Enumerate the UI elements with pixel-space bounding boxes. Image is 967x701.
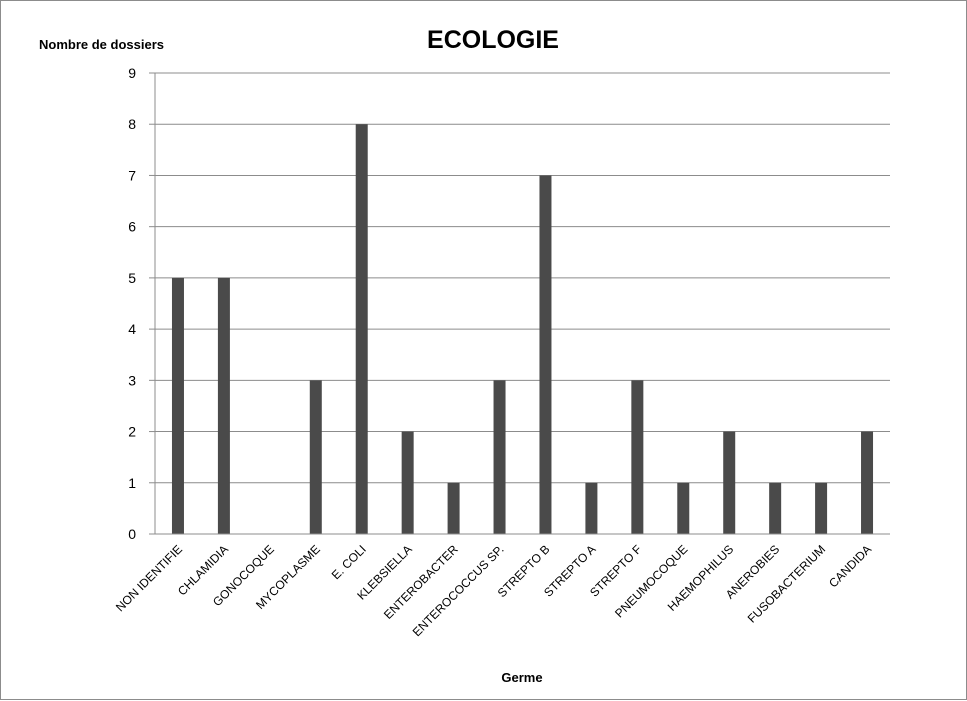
bar <box>447 482 460 534</box>
x-tick-labels: NON IDENTIFIECHLAMIDIAGONOCOQUEMYCOPLASM… <box>113 542 874 639</box>
bar <box>631 380 644 534</box>
bar <box>815 482 828 534</box>
y-tick-label: 8 <box>128 116 136 132</box>
y-tick-label: 4 <box>128 321 136 337</box>
y-tick-label: 1 <box>128 475 136 491</box>
bar <box>769 482 782 534</box>
bar <box>677 482 690 534</box>
gridlines <box>149 72 890 535</box>
chart-title: ECOLOGIE <box>427 26 559 54</box>
bar <box>217 277 230 534</box>
bar <box>539 175 552 534</box>
y-tick-label: 9 <box>128 65 136 81</box>
x-tick-label: ENTEROCOCCUS SP. <box>410 542 507 639</box>
y-tick-label: 5 <box>128 270 136 286</box>
bar <box>309 380 322 534</box>
bar <box>493 380 506 534</box>
y-tick-label: 3 <box>128 372 136 388</box>
x-tick-label: NON IDENTIFIE <box>113 542 185 614</box>
x-tick-label: FUSOBACTERIUM <box>745 542 828 625</box>
x-tick-label: CANDIDA <box>826 542 874 590</box>
y-tick-label: 7 <box>128 167 136 183</box>
bar <box>585 482 598 534</box>
bar <box>861 431 874 534</box>
y-tick-labels: 0 1 2 3 4 5 6 7 8 9 <box>128 65 136 542</box>
x-tick-label: E. COLI <box>329 542 369 582</box>
bar <box>355 124 368 534</box>
bar <box>401 431 414 534</box>
y-tick-label: 6 <box>128 219 136 235</box>
y-tick-label: 0 <box>128 526 136 542</box>
bar <box>171 277 184 534</box>
y-axis-label: Nombre de dossiers <box>39 37 164 52</box>
y-tick-label: 2 <box>128 424 136 440</box>
x-axis-label: Germe <box>501 670 542 685</box>
bars <box>171 124 874 534</box>
bar <box>723 431 736 534</box>
